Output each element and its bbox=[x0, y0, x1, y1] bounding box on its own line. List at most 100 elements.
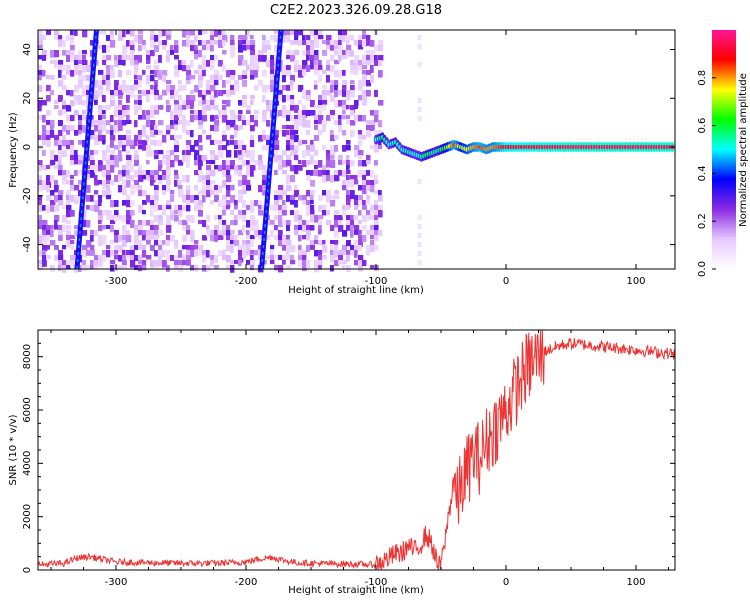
noise-cell bbox=[322, 190, 327, 196]
noise-cell bbox=[206, 105, 212, 111]
noise-cell bbox=[366, 80, 372, 87]
noise-cell bbox=[218, 30, 222, 35]
noise-cell bbox=[70, 240, 75, 245]
noise-cell bbox=[206, 250, 210, 258]
noise-cell bbox=[314, 70, 320, 75]
noise-cell bbox=[202, 100, 208, 105]
noise-cell bbox=[50, 60, 55, 65]
noise-cell bbox=[346, 200, 351, 208]
noise-cell bbox=[358, 150, 364, 156]
noise-cell bbox=[378, 230, 383, 236]
noise-cell bbox=[286, 240, 292, 247]
noise-cell bbox=[134, 245, 140, 250]
diagonal-streak-core bbox=[76, 29, 98, 270]
noise-cell bbox=[142, 125, 146, 133]
noise-cell bbox=[142, 140, 148, 148]
noise-cell bbox=[194, 150, 200, 156]
x-tick-label: 0 bbox=[503, 577, 509, 588]
noise-cell bbox=[250, 35, 254, 40]
noise-cell bbox=[166, 155, 172, 163]
noise-cell bbox=[146, 170, 151, 178]
noise-cell bbox=[102, 240, 106, 245]
noise-cell bbox=[282, 240, 287, 246]
noise-cell bbox=[362, 115, 366, 122]
noise-cell bbox=[198, 145, 203, 151]
noise-cell bbox=[146, 55, 151, 63]
noise-cell bbox=[90, 170, 95, 178]
noise-cell bbox=[366, 185, 371, 191]
noise-cell bbox=[98, 45, 103, 50]
noise-cell bbox=[178, 135, 182, 140]
noise-cell bbox=[318, 205, 324, 213]
noise-cell bbox=[106, 145, 111, 153]
noise-cell bbox=[334, 240, 339, 245]
noise-cell bbox=[266, 45, 271, 50]
noise-cell bbox=[78, 130, 82, 135]
noise-cell bbox=[86, 165, 92, 170]
noise-cell bbox=[138, 255, 143, 260]
noise-cell bbox=[286, 235, 290, 240]
noise-cell bbox=[62, 225, 66, 232]
noise-cell bbox=[154, 240, 160, 246]
noise-cell bbox=[106, 250, 111, 258]
noise-cell bbox=[74, 225, 79, 230]
noise-cell bbox=[110, 240, 114, 245]
noise-cell bbox=[182, 150, 186, 158]
noise-cell bbox=[330, 225, 335, 232]
x-tick-label: -200 bbox=[235, 577, 258, 588]
snr-series-line bbox=[37, 329, 676, 571]
noise-cell bbox=[250, 45, 255, 53]
noise-cell bbox=[334, 250, 339, 258]
noise-cell bbox=[302, 50, 307, 56]
noise-cell bbox=[330, 245, 334, 253]
noise-cell bbox=[126, 175, 132, 180]
noise-cell bbox=[278, 195, 283, 200]
noise-cell bbox=[322, 40, 328, 45]
noise-cell bbox=[214, 140, 220, 145]
noise-cell bbox=[74, 195, 80, 203]
colorbar-tick-label: 0.2 bbox=[697, 213, 708, 229]
noise-cell bbox=[142, 70, 146, 75]
noise-cell bbox=[338, 45, 343, 53]
noise-cell bbox=[214, 190, 219, 197]
noise-cell bbox=[90, 205, 96, 211]
noise-cell bbox=[294, 165, 300, 171]
noise-cell bbox=[370, 120, 376, 127]
noise-cell bbox=[186, 215, 190, 222]
noise-cell bbox=[38, 180, 43, 188]
noise-cell bbox=[214, 90, 218, 98]
noise-cell bbox=[102, 45, 107, 53]
noise-cell bbox=[417, 224, 422, 229]
noise-cell bbox=[90, 250, 95, 256]
noise-cell bbox=[238, 75, 243, 80]
noise-cell bbox=[346, 120, 351, 125]
noise-cell bbox=[94, 175, 98, 182]
noise-cell bbox=[94, 265, 98, 270]
noise-cell bbox=[338, 115, 342, 120]
noise-cell bbox=[122, 30, 126, 38]
noise-cell bbox=[178, 205, 183, 211]
noise-cell bbox=[358, 130, 363, 135]
noise-cell bbox=[70, 145, 75, 153]
noise-cell bbox=[238, 250, 243, 256]
noise-cell bbox=[322, 105, 327, 111]
noise-cell bbox=[286, 195, 292, 202]
noise-cell bbox=[330, 195, 335, 200]
noise-cell bbox=[274, 135, 278, 141]
noise-cell bbox=[286, 145, 291, 151]
noise-cell bbox=[134, 240, 138, 245]
noise-cell bbox=[66, 205, 72, 212]
noise-cell bbox=[38, 195, 43, 203]
noise-cell bbox=[202, 55, 207, 62]
noise-cell bbox=[134, 150, 139, 157]
noise-cell bbox=[46, 225, 51, 233]
noise-cell bbox=[66, 65, 71, 70]
noise-cell bbox=[338, 225, 344, 232]
noise-cell bbox=[42, 115, 46, 123]
noise-cell bbox=[158, 250, 164, 257]
noise-cell bbox=[310, 205, 315, 211]
noise-cell bbox=[226, 185, 231, 191]
noise-cell bbox=[158, 160, 163, 168]
noise-cell bbox=[110, 225, 114, 233]
noise-cell bbox=[74, 70, 79, 75]
